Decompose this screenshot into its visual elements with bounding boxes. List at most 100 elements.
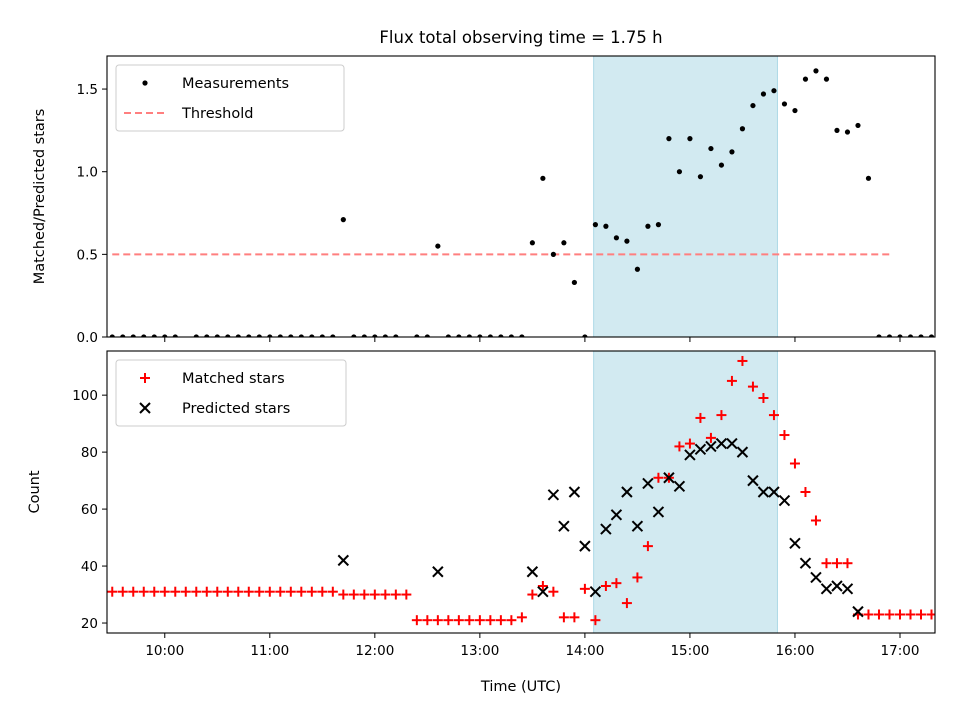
data-point — [340, 217, 346, 223]
data-point — [285, 586, 296, 597]
data-point — [726, 437, 738, 450]
data-point — [841, 583, 854, 595]
data-point — [464, 615, 475, 626]
x-tick-label: 12:00 — [355, 643, 394, 659]
data-point — [288, 334, 294, 337]
data-point-b — [747, 474, 759, 487]
data-point — [456, 334, 462, 337]
data-point — [214, 334, 220, 337]
data-point — [319, 334, 325, 337]
data-point — [558, 612, 569, 623]
data-point — [873, 609, 884, 620]
data-point — [799, 557, 812, 569]
data-point-b — [841, 583, 854, 595]
y-axis-label: Matched/Predicted stars — [32, 109, 48, 285]
data-point — [600, 581, 611, 591]
data-point — [655, 222, 662, 228]
data-point-b — [810, 571, 822, 584]
data-point-b — [631, 520, 644, 532]
data-point — [855, 122, 861, 129]
x-axis-label: Time (UTC) — [480, 679, 561, 695]
data-point — [886, 334, 893, 337]
data-point-b — [715, 437, 728, 450]
data-point — [117, 586, 128, 597]
data-point — [582, 334, 588, 337]
data-point — [842, 558, 853, 569]
data-point — [109, 334, 115, 337]
data-point — [676, 169, 683, 175]
data-point-b — [526, 566, 539, 578]
data-point — [275, 586, 286, 597]
data-point — [821, 558, 832, 569]
series-predicted-stars — [337, 437, 864, 618]
data-point — [361, 334, 367, 337]
data-point-b — [547, 489, 560, 501]
legend-label: Measurements — [182, 76, 289, 92]
data-point-b — [558, 520, 570, 532]
data-point — [568, 486, 581, 498]
data-point — [653, 472, 664, 483]
axes-frame — [106, 55, 936, 338]
data-point — [603, 223, 609, 229]
data-point — [687, 136, 693, 142]
data-point — [907, 334, 914, 337]
data-point — [831, 580, 843, 592]
data-point — [372, 334, 378, 337]
data-point — [485, 615, 496, 626]
data-point-b — [726, 437, 738, 450]
data-point — [414, 334, 420, 337]
data-point — [757, 486, 770, 498]
data-point — [739, 126, 746, 132]
data-point-b — [757, 486, 770, 498]
data-point — [697, 174, 704, 180]
data-point — [571, 279, 577, 286]
data-point — [180, 586, 191, 597]
data-point — [674, 441, 685, 452]
legend-swatch — [139, 402, 151, 414]
data-point — [621, 598, 632, 609]
data-point — [516, 612, 527, 623]
data-point — [768, 486, 780, 498]
data-point — [642, 541, 653, 552]
data-point — [527, 589, 538, 600]
top-panel-ratio: 0.0 0.5 1.0 1.5 Matched/Predicted stars Measu… — [32, 55, 936, 346]
data-point — [810, 571, 822, 584]
data-point — [834, 127, 840, 133]
data-point — [235, 334, 241, 337]
data-point-b — [579, 540, 591, 552]
data-point — [569, 612, 580, 623]
data-point — [191, 586, 202, 597]
data-point — [348, 589, 359, 600]
data-point — [852, 605, 864, 618]
data-point — [277, 334, 283, 337]
data-point — [317, 586, 328, 597]
y-tick-label: 60 — [81, 502, 98, 518]
data-point — [800, 487, 811, 497]
chart-title: Flux total observing time = 1.75 h — [379, 28, 662, 47]
data-point — [443, 615, 454, 626]
data-point — [894, 609, 905, 620]
data-point — [613, 235, 620, 241]
data-point-b — [652, 506, 665, 518]
data-point — [327, 586, 338, 597]
data-point — [666, 136, 672, 142]
data-point — [222, 586, 233, 597]
data-point — [128, 586, 139, 597]
data-point — [579, 583, 590, 594]
data-point — [621, 486, 633, 498]
data-point-b — [736, 446, 749, 458]
legend-swatch-b — [139, 402, 151, 414]
x-tick-label: 16:00 — [776, 643, 815, 659]
data-point — [495, 615, 506, 626]
data-point — [380, 589, 391, 600]
data-point-b — [684, 449, 696, 461]
data-point-b — [705, 440, 717, 453]
data-point — [246, 334, 252, 337]
data-point — [393, 334, 399, 337]
data-point — [130, 334, 136, 337]
y-tick-label: 100 — [72, 388, 98, 404]
data-point — [802, 76, 809, 82]
data-point — [107, 586, 118, 597]
data-point — [747, 381, 758, 392]
data-point — [298, 334, 304, 337]
